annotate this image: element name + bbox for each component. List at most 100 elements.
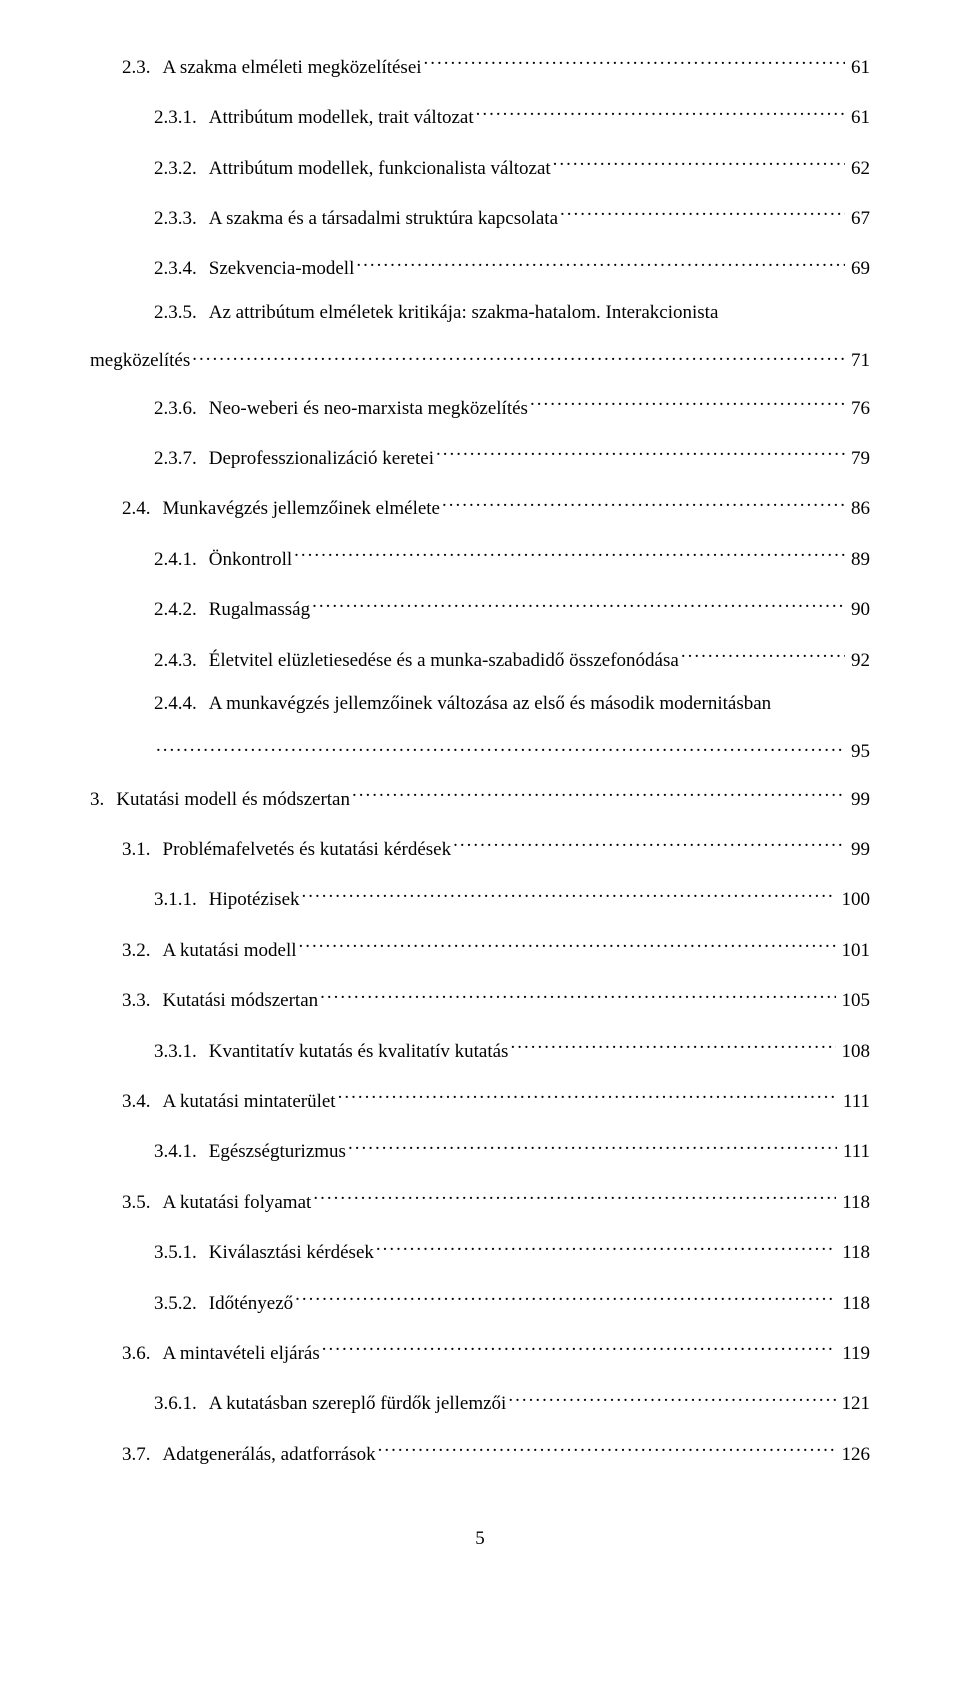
toc-leader-dots bbox=[299, 933, 836, 956]
toc-entry-number: 2.3.3. bbox=[154, 206, 209, 233]
toc-leader-dots bbox=[322, 1336, 836, 1359]
toc-leader-dots bbox=[352, 782, 845, 805]
toc-entry: 2.4.3.Életvitel elüzletiesedése és a mun… bbox=[90, 643, 870, 674]
toc-entry-number: 3.5.1. bbox=[154, 1240, 209, 1267]
toc-leader-dots bbox=[320, 983, 835, 1006]
toc-entry: 3.1.1.Hipotézisek100 bbox=[90, 883, 870, 914]
toc-entry: 2.3.A szakma elméleti megközelítései61 bbox=[90, 50, 870, 81]
toc-entry: 3.7.Adatgenerálás, adatforrások126 bbox=[90, 1437, 870, 1468]
toc-entry: 2.3.3.A szakma és a társadalmi struktúra… bbox=[90, 201, 870, 232]
toc-entry-number: 2.3.5. bbox=[154, 302, 209, 324]
toc-entry: 3.3.Kutatási módszertan 105 bbox=[90, 983, 870, 1014]
toc-entry-title: Kutatási módszertan bbox=[163, 988, 319, 1015]
toc-leader-dots bbox=[348, 1135, 837, 1158]
toc-entry-number: 2.3.1. bbox=[154, 105, 209, 132]
toc-leader-dots bbox=[453, 832, 845, 855]
toc-entry-title: Egészségturizmus bbox=[209, 1139, 346, 1166]
toc-entry-page: 71 bbox=[847, 350, 870, 372]
toc-entry-number: 2.3.2. bbox=[154, 156, 209, 183]
toc-entry-number: 2.3.7. bbox=[154, 446, 209, 473]
toc-leader-dots bbox=[294, 542, 845, 565]
toc-entry-title: Attribútum modellek, trait változat bbox=[209, 105, 474, 132]
toc-entry-page: 89 bbox=[847, 547, 870, 574]
toc-entry-number: 2.4.4. bbox=[154, 693, 209, 715]
toc-leader-dots bbox=[560, 201, 845, 224]
toc-entry: 2.3.7.Deprofesszionalizáció keretei79 bbox=[90, 441, 870, 472]
toc-entry: 3.2.A kutatási modell101 bbox=[90, 933, 870, 964]
toc-list: 2.3.A szakma elméleti megközelítései61 2.… bbox=[90, 50, 870, 1468]
toc-entry-page: 86 bbox=[847, 496, 870, 523]
toc-entry-number: 2.3.4. bbox=[154, 256, 209, 283]
toc-entry-number: 3.1.1. bbox=[154, 887, 209, 914]
toc-leader-dots bbox=[530, 391, 845, 414]
toc-entry: 3.6.1.A kutatásban szereplő fürdők jelle… bbox=[90, 1387, 870, 1418]
toc-entry-title: Szekvencia-modell bbox=[209, 256, 355, 283]
toc-entry-number: 3.6.1. bbox=[154, 1391, 209, 1418]
toc-leader-dots bbox=[338, 1084, 837, 1107]
toc-entry: 2.3.4.Szekvencia-modell69 bbox=[90, 252, 870, 283]
toc-entry-number: 3. bbox=[90, 787, 116, 814]
toc-entry-page: 105 bbox=[838, 988, 871, 1015]
toc-entry-number: 2.3.6. bbox=[154, 396, 209, 423]
toc-entry-title-continuation: megközelítés bbox=[90, 350, 190, 372]
toc-entry-title: Önkontroll bbox=[209, 547, 292, 574]
toc-leader-dots bbox=[476, 100, 845, 123]
toc-entry-page: 76 bbox=[847, 396, 870, 423]
toc-leader-dots bbox=[295, 1286, 836, 1309]
toc-entry-number: 3.6. bbox=[122, 1341, 163, 1368]
toc-entry-page: 118 bbox=[838, 1190, 870, 1217]
toc-leader-dots bbox=[192, 343, 845, 366]
toc-entry-title: Attribútum modellek, funkcionalista vált… bbox=[209, 156, 551, 183]
toc-leader-dots bbox=[510, 1034, 835, 1057]
toc-entry: 3.5.A kutatási folyamat118 bbox=[90, 1185, 870, 1216]
toc-leader-dots bbox=[508, 1387, 835, 1410]
toc-entry-title: Időtényező bbox=[209, 1291, 293, 1318]
toc-entry-number: 3.7. bbox=[122, 1442, 163, 1469]
toc-entry: 2.3.6.Neo-weberi és neo-marxista megköze… bbox=[90, 391, 870, 422]
toc-leader-dots bbox=[378, 1437, 836, 1460]
toc-entry-number: 3.4.1. bbox=[154, 1139, 209, 1166]
toc-entry-title: Adatgenerálás, adatforrások bbox=[163, 1442, 376, 1469]
toc-entry-title: A munkavégzés jellemzőinek változása az … bbox=[209, 693, 870, 715]
toc-entry-page: 92 bbox=[847, 648, 870, 675]
toc-entry: 3.4.1.Egészségturizmus111 bbox=[90, 1135, 870, 1166]
toc-entry-number: 2.4. bbox=[122, 496, 163, 523]
toc-entry-title: Deprofesszionalizáció keretei bbox=[209, 446, 434, 473]
toc-entry-number: 3.4. bbox=[122, 1089, 163, 1116]
toc-entry: 3.6.A mintavételi eljárás 119 bbox=[90, 1336, 870, 1367]
toc-entry: 2.4.2.Rugalmasság 90 bbox=[90, 592, 870, 623]
toc-entry: 2.3.2.Attribútum modellek, funkcionalist… bbox=[90, 151, 870, 182]
toc-entry-title: Kutatási modell és módszertan bbox=[116, 787, 350, 814]
toc-page: 2.3.A szakma elméleti megközelítései61 2.… bbox=[0, 0, 960, 1590]
toc-entry-number: 3.1. bbox=[122, 837, 163, 864]
toc-entry-title: A mintavételi eljárás bbox=[163, 1341, 320, 1368]
toc-entry-title: Neo-weberi és neo-marxista megközelítés bbox=[209, 396, 528, 423]
toc-leader-dots bbox=[376, 1235, 836, 1258]
toc-entry-title: Rugalmasság bbox=[209, 597, 310, 624]
toc-entry: 3.5.1.Kiválasztási kérdések118 bbox=[90, 1235, 870, 1266]
toc-entry-page: 119 bbox=[838, 1341, 870, 1368]
toc-entry-number: 3.3. bbox=[122, 988, 163, 1015]
toc-entry-title: A kutatási folyamat bbox=[163, 1190, 312, 1217]
toc-entry-number: 2.4.2. bbox=[154, 597, 209, 624]
toc-entry-page: 95 bbox=[847, 741, 870, 763]
toc-entry-number: 2.4.3. bbox=[154, 648, 209, 675]
toc-entry: 2.4.4.A munkavégzés jellemzőinek változá… bbox=[90, 693, 870, 763]
toc-entry-title: A kutatási modell bbox=[163, 938, 297, 965]
toc-entry-page: 101 bbox=[838, 938, 871, 965]
toc-entry: 3.3.1.Kvantitatív kutatás és kvalitatív … bbox=[90, 1034, 870, 1065]
toc-leader-dots bbox=[442, 492, 845, 515]
toc-entry-title: A szakma és a társadalmi struktúra kapcs… bbox=[209, 206, 558, 233]
toc-leader-dots bbox=[424, 50, 845, 73]
toc-leader-dots bbox=[302, 883, 836, 906]
toc-leader-dots bbox=[156, 734, 845, 757]
toc-entry-title: Kvantitatív kutatás és kvalitatív kutatá… bbox=[209, 1039, 509, 1066]
toc-entry-page: 111 bbox=[839, 1089, 870, 1116]
toc-leader-dots bbox=[553, 151, 845, 174]
toc-entry-title: Problémafelvetés és kutatási kérdések bbox=[163, 837, 452, 864]
toc-entry-page: 62 bbox=[847, 156, 870, 183]
toc-entry: 2.3.5.Az attribútum elméletek kritikája:… bbox=[90, 302, 870, 372]
toc-entry-page: 90 bbox=[847, 597, 870, 624]
toc-entry-page: 118 bbox=[838, 1291, 870, 1318]
toc-entry: 2.3.1.Attribútum modellek, trait változa… bbox=[90, 100, 870, 131]
